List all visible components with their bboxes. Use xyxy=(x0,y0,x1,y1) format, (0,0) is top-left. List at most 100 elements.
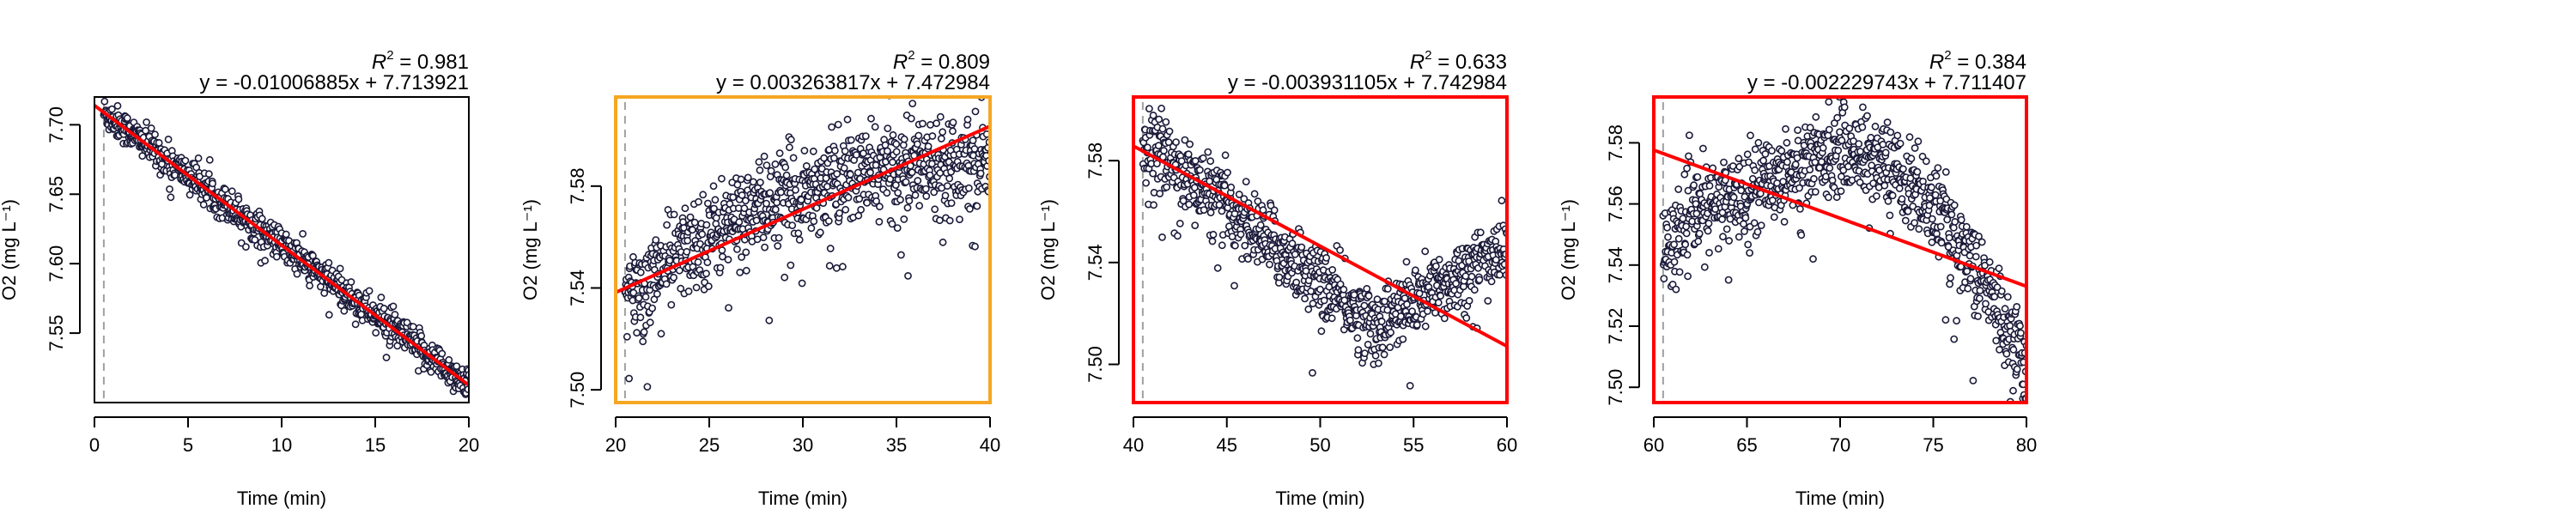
data-point xyxy=(908,100,917,107)
data-point xyxy=(736,268,744,276)
data-point xyxy=(866,168,874,177)
data-point xyxy=(1809,255,1817,264)
data-point xyxy=(798,279,806,288)
data-point xyxy=(1918,152,1927,161)
data-point xyxy=(1825,125,1833,134)
data-point xyxy=(794,229,803,238)
x-tick-label: 15 xyxy=(365,434,386,456)
data-point xyxy=(123,114,131,122)
data-point xyxy=(1896,139,1905,148)
chart-panel-1: 0 5 10 15 20 7.55 7.60 7.65 7.70 Time (min) O2 (mg… xyxy=(0,48,479,509)
data-point xyxy=(1899,165,1907,173)
data-point xyxy=(1928,215,1936,223)
data-point xyxy=(670,210,678,219)
data-point xyxy=(828,123,835,131)
data-point xyxy=(2016,322,2024,330)
data-point xyxy=(788,221,797,229)
data-point xyxy=(1452,279,1460,288)
data-point xyxy=(1498,197,1506,205)
r-squared-label: R2 = 0.633 xyxy=(1410,48,1507,74)
data-point xyxy=(1981,261,1989,270)
r-squared-label: R2 = 0.384 xyxy=(1929,48,2026,74)
data-point xyxy=(767,167,775,175)
data-point xyxy=(1880,181,1889,190)
data-point xyxy=(1241,241,1249,250)
data-point xyxy=(1753,227,1762,236)
data-point xyxy=(325,258,333,267)
data-point xyxy=(1164,138,1173,147)
data-point xyxy=(1160,147,1168,154)
data-point xyxy=(1336,245,1344,254)
data-point xyxy=(765,316,774,324)
data-point xyxy=(1729,193,1738,202)
data-point xyxy=(1997,287,2006,295)
data-point xyxy=(1267,201,1275,209)
data-point xyxy=(1317,327,1326,336)
data-point xyxy=(939,238,947,246)
data-point xyxy=(1883,118,1892,126)
data-point xyxy=(1699,144,1707,153)
data-point xyxy=(702,221,711,229)
data-point xyxy=(372,329,380,337)
data-point xyxy=(2016,329,2025,337)
plot-frame xyxy=(1652,95,2028,404)
data-point xyxy=(147,124,155,132)
data-point xyxy=(924,142,933,150)
data-point xyxy=(1719,233,1727,241)
data-point xyxy=(949,127,957,136)
data-point xyxy=(1387,328,1394,336)
x-tick-label: 20 xyxy=(605,434,626,456)
data-point xyxy=(704,282,713,290)
data-point xyxy=(744,173,752,182)
x-tick-label: 45 xyxy=(1217,434,1237,456)
data-point xyxy=(684,287,693,295)
data-point xyxy=(155,138,163,147)
data-point xyxy=(949,118,957,126)
data-point xyxy=(781,273,789,282)
data-point xyxy=(113,101,122,110)
data-point xyxy=(781,163,790,172)
chart-panel-3: 40 45 50 55 60 7.50 7.54 7.58 Time (min) O2 (mg L… xyxy=(1037,48,1517,509)
data-point xyxy=(1163,183,1171,191)
data-point xyxy=(1465,296,1473,305)
data-point xyxy=(1863,112,1871,120)
data-point xyxy=(1221,151,1230,160)
data-point xyxy=(896,196,904,204)
data-point xyxy=(1817,158,1826,166)
data-point xyxy=(1806,166,1814,173)
data-point xyxy=(931,205,939,214)
data-point xyxy=(1435,255,1443,264)
data-point xyxy=(1780,217,1789,226)
data-point xyxy=(1399,335,1407,343)
data-point xyxy=(258,215,266,223)
data-point xyxy=(1304,305,1313,313)
data-point xyxy=(927,120,934,129)
y-axis-label: O2 (mg L⁻¹) xyxy=(1037,199,1059,300)
data-point xyxy=(1794,126,1801,134)
data-point xyxy=(653,290,661,298)
data-point xyxy=(1145,105,1153,112)
fit-line xyxy=(94,104,469,387)
data-point xyxy=(1230,282,1238,290)
data-point xyxy=(930,188,939,197)
data-point xyxy=(380,304,388,312)
data-point xyxy=(1795,204,1804,213)
data-point xyxy=(652,236,660,244)
data-point xyxy=(1947,210,1956,219)
data-point xyxy=(1947,274,1954,282)
data-point xyxy=(969,136,977,144)
data-point xyxy=(1186,140,1194,148)
data-point xyxy=(884,147,891,155)
data-point xyxy=(1206,209,1215,216)
data-point xyxy=(1375,359,1382,367)
data-point xyxy=(1380,350,1388,359)
data-point xyxy=(1378,343,1387,352)
data-point xyxy=(151,130,159,139)
data-point xyxy=(1705,181,1714,190)
x-axis-label: Time (min) xyxy=(1275,488,1364,509)
data-point xyxy=(839,263,847,271)
data-point xyxy=(1250,190,1259,198)
data-point xyxy=(1259,206,1267,215)
y-axis-label: O2 (mg L⁻¹) xyxy=(1558,199,1579,300)
data-point xyxy=(1783,138,1791,147)
